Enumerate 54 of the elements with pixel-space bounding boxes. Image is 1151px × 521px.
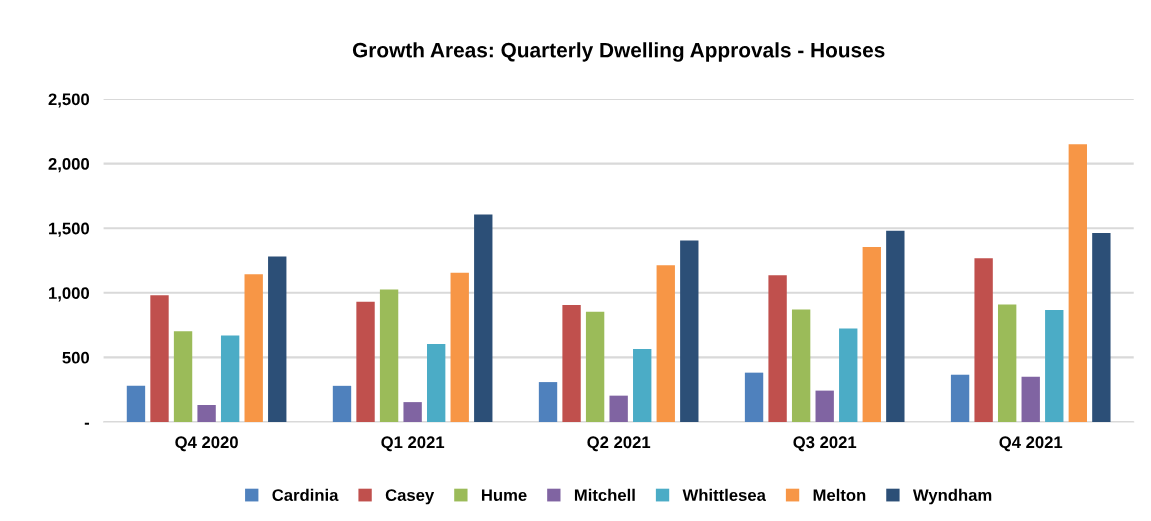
bar xyxy=(450,272,469,423)
bar xyxy=(427,343,446,423)
bar xyxy=(633,349,652,423)
bar xyxy=(1068,144,1087,423)
bar xyxy=(244,274,263,423)
bar xyxy=(538,382,558,423)
bar xyxy=(220,335,240,423)
bar xyxy=(656,265,675,423)
chart-title: Growth Areas: Quarterly Dwelling Approvals - Houses xyxy=(352,42,885,62)
y-tick-label: 500 xyxy=(62,351,90,364)
x-tick-label: Q4 2020 xyxy=(175,436,238,452)
bar xyxy=(950,374,970,423)
bar xyxy=(997,304,1017,423)
legend-label: Mitchell xyxy=(574,488,635,502)
legend-label: Melton xyxy=(813,488,866,502)
bar xyxy=(126,385,146,423)
legend-label: Casey xyxy=(385,489,435,505)
bar xyxy=(268,256,287,423)
x-tick-label: Q3 2021 xyxy=(793,436,857,452)
bar xyxy=(744,372,764,423)
x-tick-label: Q1 2021 xyxy=(381,436,445,452)
bar xyxy=(1092,233,1111,423)
y-tick-label: 1,000 xyxy=(49,287,90,302)
bar xyxy=(562,305,581,423)
bar xyxy=(356,301,375,423)
bar xyxy=(150,295,169,423)
bar xyxy=(839,328,858,423)
bar xyxy=(379,289,399,423)
x-tick-label: Q4 2021 xyxy=(999,436,1063,452)
bar xyxy=(974,258,993,423)
legend-label: Whittlesea xyxy=(682,488,766,502)
bar xyxy=(403,402,422,423)
bar xyxy=(1045,310,1064,423)
x-tick-label: Q2 2021 xyxy=(587,436,651,452)
legend-label: Wyndham xyxy=(912,488,992,505)
y-tick-label: 1,500 xyxy=(49,222,90,237)
bar xyxy=(173,331,193,423)
bar xyxy=(474,214,493,423)
bar xyxy=(768,275,787,423)
y-tick-label: - xyxy=(84,422,90,425)
bar xyxy=(862,246,881,423)
bar xyxy=(585,311,605,423)
bar xyxy=(791,309,811,423)
bar xyxy=(680,240,699,423)
bar xyxy=(197,405,216,423)
bar xyxy=(609,395,628,423)
bar xyxy=(886,230,905,423)
y-tick-label: 2,000 xyxy=(48,158,90,173)
bar xyxy=(815,390,834,423)
bar xyxy=(1021,376,1040,423)
legend-label: Cardinia xyxy=(272,488,339,502)
legend-label: Hume xyxy=(481,489,527,502)
bar xyxy=(332,385,352,423)
y-tick-label: 2,500 xyxy=(48,93,90,108)
